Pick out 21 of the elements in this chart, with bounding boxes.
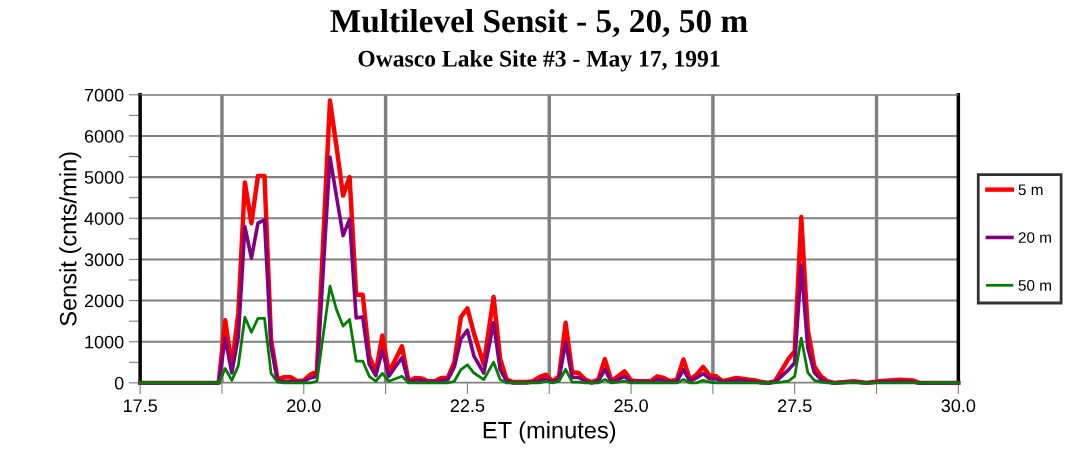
x-tick-label: 20.0 bbox=[287, 399, 321, 413]
y-tick-label: 5000 bbox=[84, 171, 124, 184]
y-tick-label: 0 bbox=[114, 376, 124, 390]
legend-label: 20 m bbox=[1018, 232, 1051, 243]
x-tick-label: 22.5 bbox=[450, 399, 485, 413]
y-tick-label: 1000 bbox=[85, 335, 124, 349]
y-axis-title: Sensit (cnts/min) bbox=[59, 152, 82, 326]
chart-subtitle: Owasco Lake Site #3 - May 17, 1991 bbox=[358, 50, 720, 72]
x-tick-label: 30.0 bbox=[941, 399, 976, 413]
y-tick-label: 7000 bbox=[84, 88, 124, 102]
y-tick-label: 3000 bbox=[84, 253, 124, 267]
y-tick-label: 6000 bbox=[84, 129, 124, 143]
chart-title: Multilevel Sensit - 5, 20, 50 m bbox=[330, 8, 748, 38]
legend-label: 50 m bbox=[1018, 279, 1051, 291]
x-tick-label: 17.5 bbox=[123, 399, 157, 413]
y-tick-label: 2000 bbox=[84, 294, 124, 308]
x-axis-title: ET (minutes) bbox=[483, 421, 616, 444]
x-tick-label: 25.0 bbox=[614, 399, 648, 413]
legend-label: 5 m bbox=[1018, 184, 1043, 196]
y-tick-label: 4000 bbox=[84, 212, 124, 225]
x-tick-label: 27.5 bbox=[778, 399, 812, 413]
